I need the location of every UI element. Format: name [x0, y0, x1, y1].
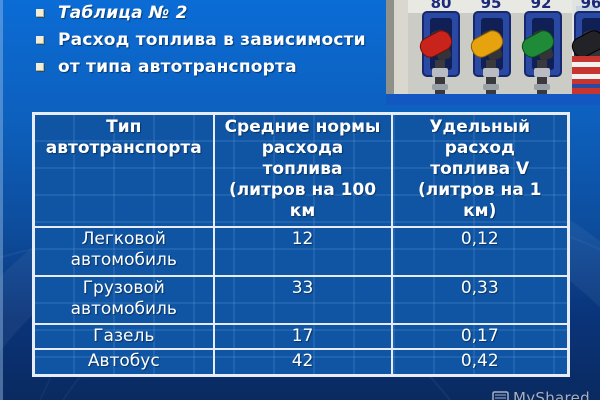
table-row: Легковой автомобиль 12 0,12 — [32, 225, 570, 277]
svg-text:92: 92 — [531, 0, 552, 12]
table-row: Газель 17 0,17 — [32, 322, 570, 350]
title-line-text: Расход топлива в зависимости — [58, 30, 366, 50]
fuel-pump-photo: 80 95 92 96 — [386, 0, 600, 105]
title-line: Расход топлива в зависимости — [36, 29, 366, 56]
table-row: Автобус 42 0,42 — [32, 347, 570, 377]
slide-left-edge — [0, 0, 3, 400]
myshared-watermark: MyShared — [492, 389, 590, 400]
svg-text:80: 80 — [431, 0, 452, 12]
table-row: Грузовой автомобиль 33 0,33 — [32, 274, 570, 325]
table-cell: Легковой автомобиль — [32, 225, 215, 277]
column-header-specific-consumption: Удельный расход топлива V (литров на 1 к… — [390, 112, 570, 228]
column-header-type: Тип автотранспорта — [32, 112, 215, 228]
title-line-text: от типа автотранспорта — [58, 57, 297, 77]
table-header-row: Тип автотранспорта Средние нормы расхода… — [32, 112, 570, 228]
table-cell: Газель — [32, 322, 215, 350]
bullet-square-icon — [36, 63, 44, 71]
table-cell: 0,42 — [390, 347, 570, 377]
table-cell: 17 — [212, 322, 393, 350]
title-line-text: Таблица № 2 — [58, 3, 188, 23]
fuel-consumption-table: Тип автотранспорта Средние нормы расхода… — [32, 112, 570, 377]
title-line: от типа автотранспорта — [36, 56, 366, 83]
yellow-nozzle-icon — [470, 30, 504, 58]
bullet-square-icon — [36, 9, 44, 17]
table-cell: Грузовой автомобиль — [32, 274, 215, 325]
svg-text:95: 95 — [481, 0, 502, 12]
column-header-avg-consumption: Средние нормы расхода топлива (литров на… — [212, 112, 393, 228]
table-cell: 0,17 — [390, 322, 570, 350]
table-cell: 12 — [212, 225, 393, 277]
table-cell: 0,12 — [390, 225, 570, 277]
pump-logo — [572, 56, 600, 94]
pump-slots — [419, 11, 600, 105]
bullet-square-icon — [36, 36, 44, 44]
screen-icon — [492, 391, 509, 400]
slide-title-block: Таблица № 2 Расход топлива в зависимости… — [36, 2, 366, 83]
table-cell: 33 — [212, 274, 393, 325]
watermark-label: MyShared — [512, 389, 590, 400]
green-nozzle-icon — [521, 30, 555, 58]
table-cell: Автобус — [32, 347, 215, 377]
svg-text:96: 96 — [581, 0, 600, 12]
title-line: Таблица № 2 — [36, 2, 366, 29]
table-cell: 0,33 — [390, 274, 570, 325]
red-nozzle-icon — [419, 30, 453, 58]
table-cell: 42 — [212, 347, 393, 377]
black-nozzle-icon — [571, 30, 600, 58]
